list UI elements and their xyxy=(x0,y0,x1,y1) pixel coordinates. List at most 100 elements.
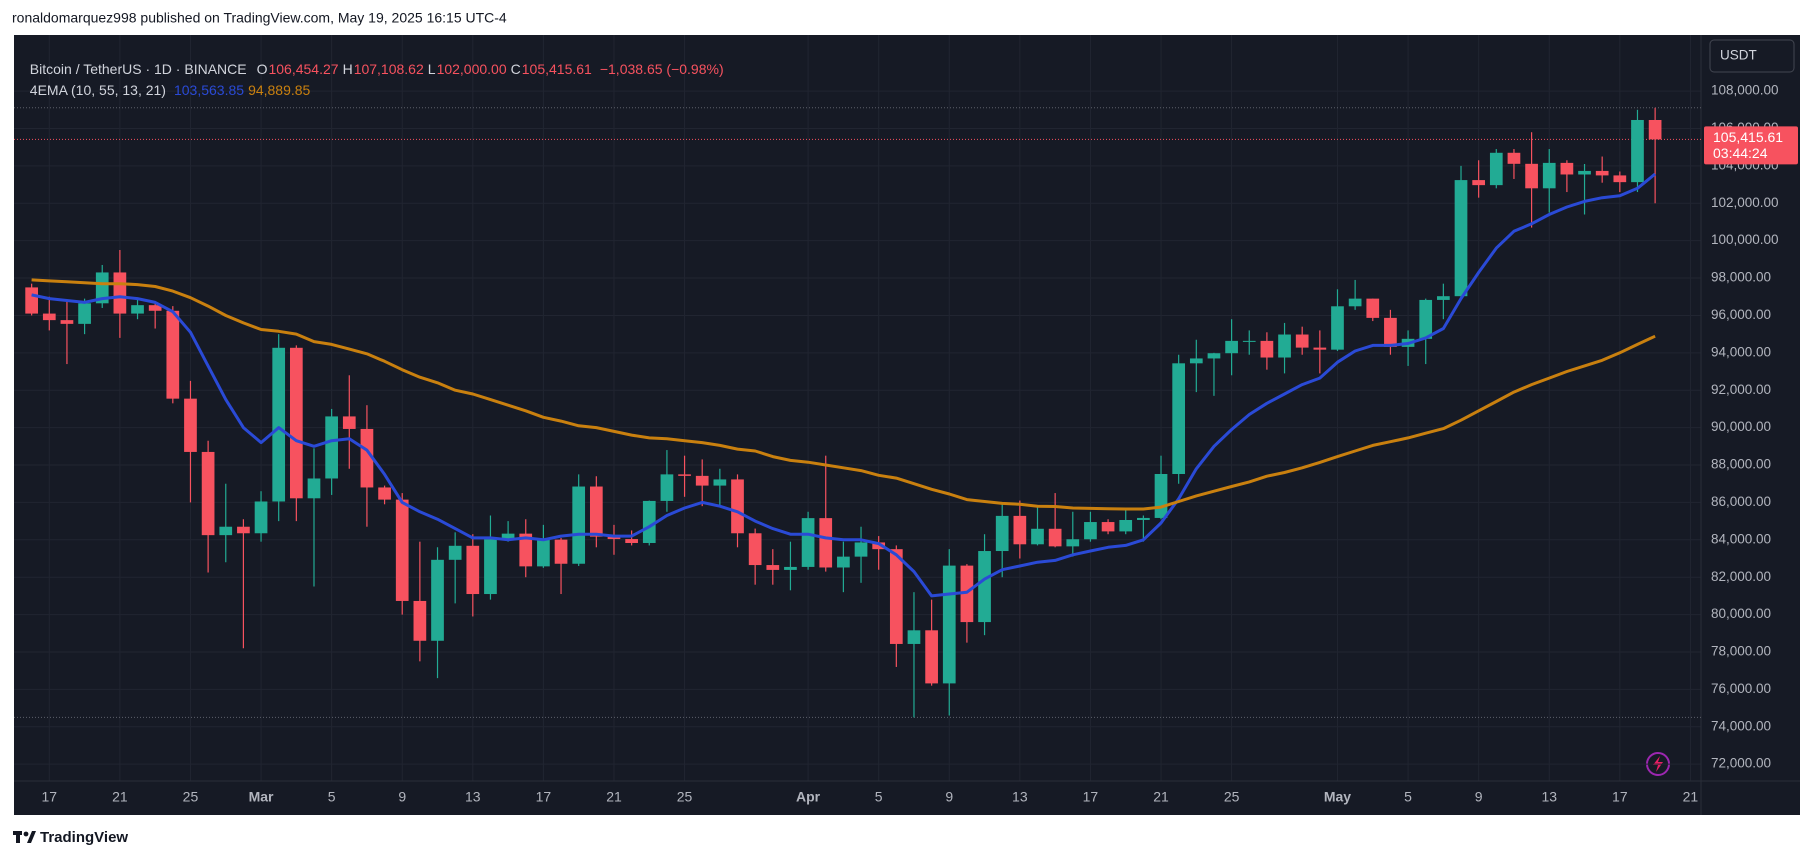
x-tick-label: Apr xyxy=(796,789,821,805)
ema-value: 103,563.85 xyxy=(173,82,245,98)
candle-body xyxy=(1013,515,1027,545)
indicator-name: 4EMA (10, 55, 13, 21) xyxy=(29,82,166,98)
candle-body xyxy=(219,526,233,536)
currency-button[interactable] xyxy=(1709,39,1795,73)
x-tick-label: 25 xyxy=(1224,789,1240,805)
ohlc-legend: O106,454.27 H107,108.62 L102,000.00 C105,41… xyxy=(257,61,596,77)
candle-body xyxy=(1066,539,1080,547)
candle-body xyxy=(942,565,956,684)
candle-body xyxy=(1560,162,1574,175)
candle-body xyxy=(1419,299,1433,339)
candle-body xyxy=(695,475,709,486)
x-tick-label: 13 xyxy=(465,789,481,805)
candle-body xyxy=(995,515,1009,552)
candle-body xyxy=(342,416,356,429)
x-tick-label: 5 xyxy=(328,789,336,805)
x-tick-label: Mar xyxy=(249,789,274,805)
candle-body xyxy=(1489,152,1503,186)
y-tick-label: 86,000.00 xyxy=(1711,494,1771,509)
ohlc-value: 106,454.27 xyxy=(268,61,339,77)
x-tick-label: 5 xyxy=(875,789,883,805)
candle-body xyxy=(272,347,286,502)
candle-body xyxy=(978,551,991,623)
candle-body xyxy=(519,533,533,567)
indicator-values: 103,563.85 94,889.85 xyxy=(174,82,314,98)
candle-body xyxy=(1101,522,1115,532)
x-tick-label: 13 xyxy=(1541,789,1557,805)
candle-body xyxy=(131,305,144,314)
candle-body xyxy=(907,630,921,644)
candle-body xyxy=(1525,163,1538,189)
candle-body xyxy=(1331,306,1344,350)
candle-body xyxy=(413,600,427,641)
candle-body xyxy=(201,451,215,536)
x-tick-label: 9 xyxy=(398,789,406,805)
y-tick-label: 72,000.00 xyxy=(1711,756,1771,771)
candle-body xyxy=(1295,334,1309,348)
candle-body xyxy=(307,478,321,499)
candle-body xyxy=(784,566,797,570)
candle-body xyxy=(254,501,268,534)
candle-body xyxy=(837,556,850,568)
candle-body xyxy=(431,559,444,641)
candle-body xyxy=(113,272,127,314)
y-tick-label: 74,000.00 xyxy=(1711,718,1771,733)
candle-body xyxy=(801,518,815,567)
y-tick-label: 78,000.00 xyxy=(1711,644,1771,659)
candle-body xyxy=(1348,298,1362,307)
x-tick-label: 17 xyxy=(536,789,552,805)
candle-body xyxy=(1048,528,1062,547)
ohlc-key: O xyxy=(256,61,268,77)
x-tick-label: 13 xyxy=(1012,789,1028,805)
brand: TradingView xyxy=(40,829,128,846)
x-tick-label: 21 xyxy=(1683,789,1699,805)
candle-body xyxy=(731,479,744,534)
candle-body xyxy=(78,303,91,324)
ohlc-key: L xyxy=(427,61,436,77)
symbol-legend: Bitcoin / TetherUS · 1D · BINANCE O106,45… xyxy=(22,45,728,77)
x-tick-label: 17 xyxy=(1083,789,1099,805)
published-note: ronaldomarquez998 published on TradingVi… xyxy=(12,10,507,26)
candle-body xyxy=(625,539,638,543)
symbol-name: Bitcoin / TetherUS · 1D · BINANCE xyxy=(29,61,247,77)
y-tick-label: 82,000.00 xyxy=(1711,569,1771,584)
x-tick-label: 9 xyxy=(945,789,953,805)
countdown-label: 03:44:24 xyxy=(1713,145,1768,161)
candle-body xyxy=(660,474,674,501)
y-tick-label: 94,000.00 xyxy=(1711,344,1771,359)
candle-body xyxy=(1437,296,1450,300)
candle-body xyxy=(1172,363,1186,474)
candle-body xyxy=(448,545,462,560)
candle-body xyxy=(1278,334,1291,358)
candle-body xyxy=(642,500,656,543)
candle-body xyxy=(325,416,338,479)
ohlc-key: C xyxy=(510,61,521,77)
candle-body xyxy=(42,313,56,321)
ema-line xyxy=(31,172,1657,598)
candle-body xyxy=(1154,473,1168,518)
y-tick-label: 90,000.00 xyxy=(1711,419,1771,434)
last-price-label: 105,415.61 xyxy=(1713,129,1783,145)
x-tick-label: 9 xyxy=(1475,789,1483,805)
ema-value: 94,889.85 xyxy=(248,82,311,98)
ohlc-value: 107,108.62 xyxy=(353,61,424,77)
candle-body xyxy=(1578,170,1591,175)
candle-body xyxy=(1631,119,1644,183)
ohlc-value: 105,415.61 xyxy=(521,61,592,77)
y-tick-label: 80,000.00 xyxy=(1711,606,1771,621)
candle-body xyxy=(1260,340,1274,358)
candle-body xyxy=(148,305,162,311)
candle-body xyxy=(607,536,621,540)
candle-body xyxy=(501,533,515,540)
x-tick-label: 25 xyxy=(183,789,199,805)
candle-body xyxy=(378,487,391,500)
candle-body xyxy=(1454,180,1468,297)
candle-body xyxy=(1189,358,1203,364)
y-tick-label: 84,000.00 xyxy=(1711,531,1771,546)
currency-label: USDT xyxy=(1720,48,1757,63)
candle-body xyxy=(678,474,691,476)
candle-body xyxy=(237,526,250,534)
candle-body xyxy=(1507,152,1521,164)
candle-body xyxy=(1542,162,1556,189)
